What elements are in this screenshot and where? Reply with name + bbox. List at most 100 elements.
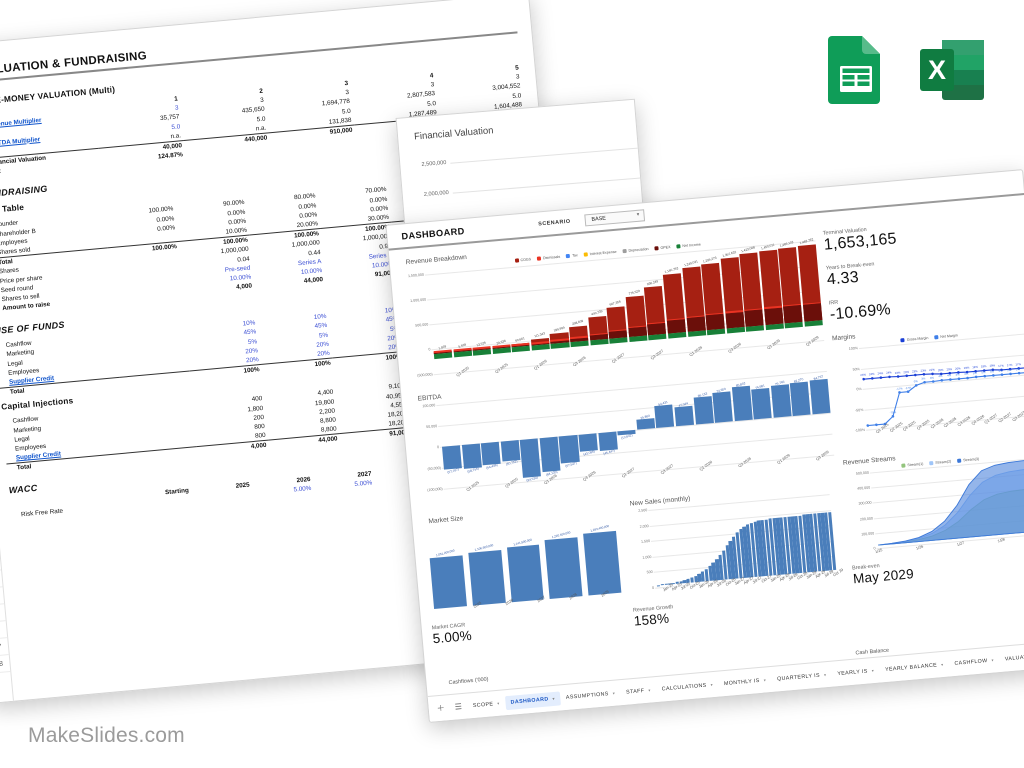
data-label: 298,609 [571,318,584,326]
data-label: 19% [989,363,996,369]
legend-item[interactable]: Dismissals [536,254,561,261]
sheet-tab-yearly-is[interactable]: YEARLY IS [832,663,880,681]
axis-tick-label: 50,000 [426,424,438,430]
legend-swatch [536,256,542,261]
data-label: 4% [955,372,960,378]
data-label: 111,343 [533,331,546,339]
data-label: 20% [937,367,944,373]
margins-chart[interactable]: 100% 50% 0% -50% -100% 24% 24% 24% 24% 23% 23% 23% 2… [833,331,1024,434]
legend-swatch [565,253,571,259]
legend-item[interactable]: Net Income [676,242,701,249]
dashboard-body: Revenue Breakdown COGS Dismissals Tax Inter… [389,195,1024,689]
sheet-tab-dashboard[interactable]: DASHBOARD [505,690,561,710]
dashboard-main-column: Revenue Breakdown COGS Dismissals Tax Inter… [397,219,853,682]
legend-swatch [583,252,588,257]
data-label: 607,356 [609,299,622,307]
gridline [452,177,641,194]
microsoft-excel-icon[interactable]: X [916,34,984,106]
axis-tick-label: 1/25 [874,548,883,555]
data-label: 4% [946,373,952,378]
revenue-streams-chart[interactable]: 500,000 400,000 300,000 200,000 100,000 0 [844,456,1024,553]
dashboard-title: DASHBOARD [401,225,466,242]
new-sales-block: New Sales (monthly) 2,500 2,000 1,500 1,000… [615,479,844,640]
data-label: 24% [885,370,892,376]
axis-tick-label: 1/27 [956,540,965,548]
data-label: 23% [894,370,901,375]
legend-item[interactable]: OPEX [654,245,671,251]
data-label: 24% [868,372,875,377]
dashboard-sheet[interactable]: DASHBOARD SCENARIO BASE Revenue Breakdow… [385,169,1024,723]
gridline [450,147,638,164]
data-label: 19% [972,365,979,370]
sheet-tab-monthly-is[interactable]: MONTHLY IS [718,672,771,691]
data-label: -17% [904,385,912,390]
data-label: 24% [877,371,884,376]
legend-label: Tax [571,253,578,258]
svg-text:X: X [928,55,946,85]
data-label: 3% [929,375,935,380]
sheet-tab-quarterly-is[interactable]: QUARTERLY IS [771,667,831,686]
legend-label: Depreciation [628,247,649,253]
data-label: 17% [1015,362,1022,367]
axis-tick-label: 2,000 [639,523,649,529]
data-label: 5% [989,369,995,374]
legend-swatch [514,258,519,263]
app-icons: X [822,34,984,106]
data-label: 23% [911,368,918,374]
data-label: 775,529 [628,289,641,297]
sheet-tab-yearly-balance[interactable]: YEARLY BALANCE [879,657,949,677]
data-label: 5% [1015,367,1020,372]
add-sheet-icon[interactable]: ＋ [436,703,446,714]
sheet-title: VALUATION & FUNDRAISING [0,50,148,78]
legend-label: COGS [520,257,532,263]
legend-swatch [622,248,627,254]
google-sheets-icon[interactable] [822,34,890,106]
revenue-streams-plot [878,458,1024,546]
sheet-tab-assumptions[interactable]: ASSUMPTIONS [560,686,620,705]
data-label: 23% [920,368,927,373]
axis-tick-label: 500,000 [415,322,429,328]
data-label: 22% [929,367,935,373]
sheet-tab-scope[interactable]: SCOPE [467,696,505,713]
scenario-dropdown[interactable]: BASE [584,209,645,227]
axis-tick-label: 500 [646,570,653,575]
axis-tick-label: 2,500,000 [421,160,447,169]
legend-item[interactable]: Tax [565,253,578,259]
axis-tick-label: 1,500,000 [407,272,425,279]
sheet-tab-calculations[interactable]: CALCULATIONS [656,677,718,696]
margins-plot [862,367,1024,427]
sheet-tab-staff[interactable]: STAFF [620,683,656,700]
data-label: 3% [921,376,926,381]
legend-item[interactable]: COGS [514,257,532,263]
axis-tick-label: 0 [436,445,440,450]
all-sheets-icon[interactable]: ☰ [454,702,463,712]
data-label: 20% [954,366,961,371]
data-label: -17% [895,386,903,391]
legend-swatch [676,244,681,249]
legend-label: Net Income [682,242,701,249]
row-number[interactable]: 38 [0,655,11,674]
data-label: 60,661 [515,336,526,343]
axis-tick-label: 2,500 [638,508,648,513]
sheet-tab-cashflow[interactable]: CASHFLOW [949,653,1000,671]
legend-label: Dismissals [542,254,561,261]
dashboard-side-column: Terminal Valuation 1,653,165 Years to Br… [816,202,1024,646]
data-label: 19% [980,364,987,369]
data-label: 440,739 [590,309,603,317]
data-label: 189,994 [552,325,565,334]
sheet-tab-valuation[interactable]: VALUATION [999,648,1024,666]
axis-tick-label: 1/28 [997,537,1006,544]
data-label: 20% [946,367,953,372]
axis-tick-label: 1,000,000 [409,297,427,303]
data-label: 5% [972,370,978,376]
legend-swatch [654,246,659,251]
axis-tick-label: 1,000 [642,554,652,560]
scenario-label: SCENARIO [538,218,571,228]
market-size-block: Market Size 1,051,200,000 1,106,600,000 1,… [420,498,628,658]
axis-tick-label: 2,000,000 [423,189,449,198]
watermark: MakeSlides.com [28,724,185,747]
data-label: 17% [1006,362,1013,368]
data-label: 19% [963,365,970,371]
data-label: 4% [938,374,943,379]
